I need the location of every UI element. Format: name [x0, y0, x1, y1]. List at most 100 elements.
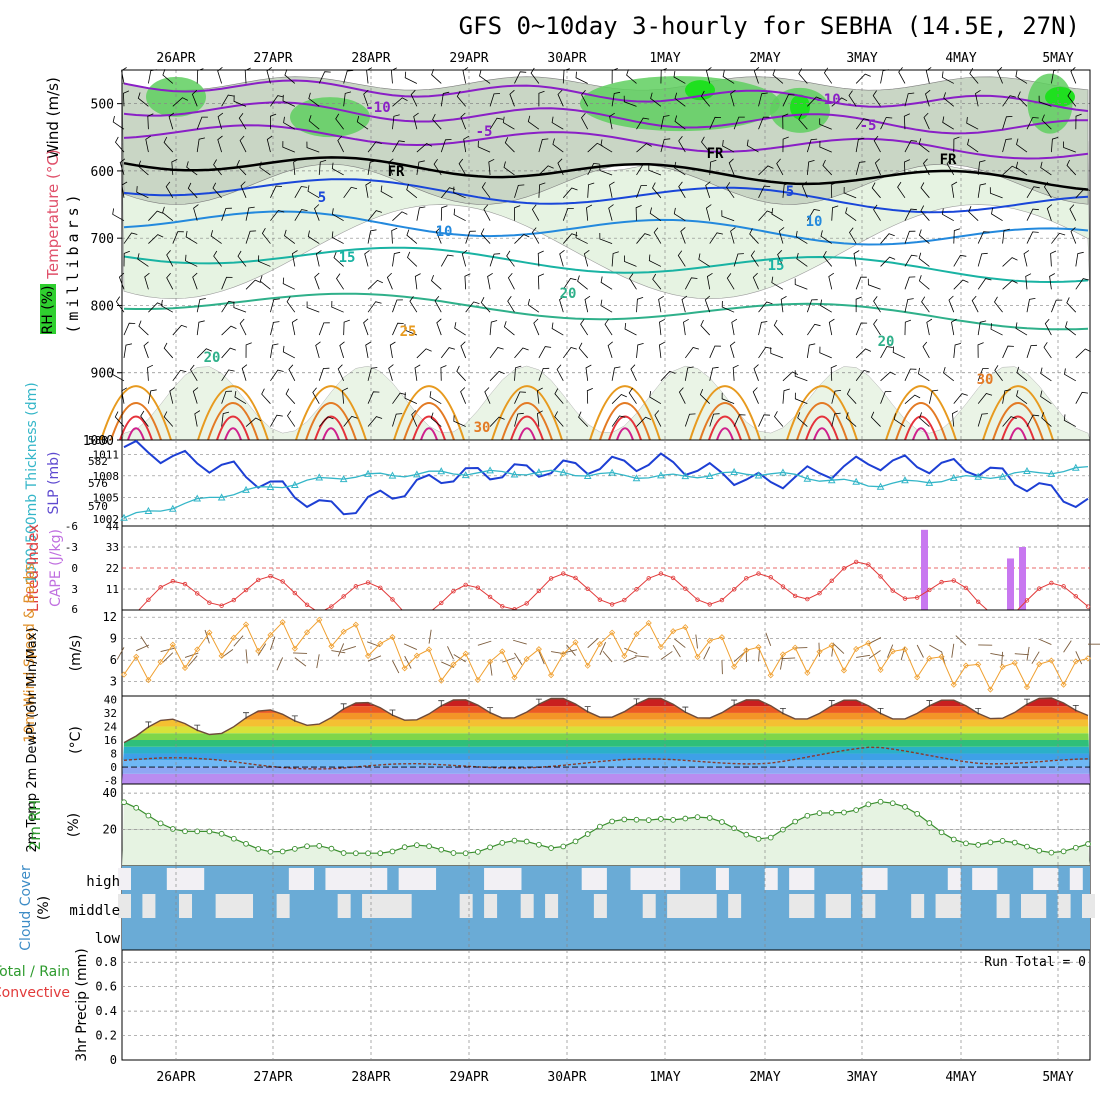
wind-barb — [461, 249, 468, 267]
wind-barb — [551, 116, 564, 130]
thickness-marker — [193, 494, 202, 502]
wind-barb — [266, 66, 273, 84]
ylabel-total-rain: Total / Rain — [0, 964, 70, 980]
wind-barb — [282, 277, 296, 290]
lifted-index-point — [304, 602, 310, 607]
contour-label: 5 — [318, 190, 326, 206]
rh-point — [914, 810, 921, 817]
wind-barb — [649, 391, 662, 405]
wind-barb — [1002, 165, 1018, 176]
wind-barb — [920, 205, 930, 221]
surface-wind-barb — [929, 644, 942, 653]
slp-thickness-panel: 588 582 576 570 1011 1008 1005 1002 1000-500mb … — [24, 382, 1091, 584]
wind-tick-label: 12 — [103, 610, 117, 624]
wind-barb — [115, 136, 125, 153]
wind-barb — [503, 321, 515, 336]
lifted-index-point — [646, 576, 651, 581]
wind-barb — [315, 341, 321, 359]
cloud-high-gap — [984, 868, 998, 890]
min-max-marker — [194, 724, 201, 732]
thickness-marker — [364, 469, 372, 477]
contour-label: FR — [388, 164, 405, 180]
wind-barb — [112, 368, 125, 382]
thickness-marker — [242, 485, 250, 493]
wind-barb — [660, 138, 671, 153]
rh-point — [267, 848, 274, 855]
temp-contour-35 — [1001, 415, 1035, 441]
wind-barb — [137, 92, 149, 107]
surface-wind-barb — [833, 643, 845, 654]
wind-barb — [904, 254, 918, 267]
cloud-middle-gap — [142, 894, 156, 918]
wind-barb — [1040, 390, 1052, 405]
wind-barb — [1049, 273, 1055, 290]
wind-barb — [773, 319, 784, 336]
wind-barb — [169, 387, 175, 404]
surface-wind-barb — [331, 650, 346, 654]
wind-barb — [1046, 204, 1053, 221]
wind-barb — [918, 229, 930, 244]
wind-barb — [460, 112, 467, 130]
wind-barb — [951, 181, 958, 198]
cloud-middle-gap — [667, 894, 681, 918]
surface-wind-barb — [1014, 653, 1029, 656]
wind-speed-point — [670, 628, 677, 635]
wind-barb — [843, 186, 857, 199]
thickness-marker — [583, 471, 592, 479]
temp-contour-35 — [119, 415, 153, 441]
rh-point — [304, 843, 310, 850]
wind-barb — [145, 135, 152, 153]
ylabel-wind-speed: 10m Wind Speed & Barbs — [22, 563, 38, 742]
wind-barb — [217, 66, 223, 84]
wind-barb — [678, 181, 686, 199]
wind-barb — [464, 273, 471, 290]
wind-barb — [758, 116, 770, 130]
bottom-date-label: 30APR — [547, 1070, 586, 1085]
wind-barb — [123, 343, 132, 358]
wind-barb — [148, 389, 157, 404]
wind-barb — [918, 138, 930, 153]
wind-barb — [221, 300, 235, 313]
surface-wind-barb — [951, 643, 955, 658]
wind-barb — [870, 411, 881, 427]
wind-speed-point — [413, 652, 420, 659]
rh-point — [279, 848, 286, 855]
surface-wind-barb — [916, 644, 924, 658]
wind-barb — [288, 364, 296, 381]
wind-barb — [794, 370, 808, 382]
cape-bar — [921, 529, 928, 610]
wind-barb — [404, 324, 418, 336]
wind-barb — [892, 346, 906, 359]
surface-wind-barb — [721, 660, 723, 675]
wind-barb — [460, 387, 467, 404]
wind-barb — [138, 160, 149, 176]
wind-barb — [514, 412, 524, 427]
temp-contour-30 — [403, 402, 455, 441]
wind-barb — [848, 90, 857, 107]
wind-barb — [1043, 181, 1052, 199]
lifted-index-point — [719, 597, 725, 603]
rh-point — [426, 843, 432, 850]
wind-barb — [806, 343, 816, 358]
temp-contour-25 — [982, 385, 1054, 441]
lifted-index-point — [536, 588, 542, 594]
cloud-high-gap — [862, 868, 876, 890]
wind-barb — [849, 227, 857, 244]
wind-barb — [953, 228, 961, 244]
ylabel-temp-panel: 2m Temp 2m DewPt (6hr Min/Max) — [25, 627, 40, 852]
wind-barb — [435, 227, 442, 244]
wind-barb — [409, 296, 418, 313]
wind-barb — [112, 116, 125, 130]
wind-barb — [392, 97, 408, 107]
contour-label: 20 — [204, 350, 221, 366]
wind-barb — [581, 112, 589, 130]
min-max-marker — [1072, 704, 1079, 712]
wind-barb — [845, 207, 857, 222]
wind-barb — [367, 391, 380, 404]
wind-barb — [797, 412, 808, 427]
wind-barb — [509, 89, 515, 107]
wind-barb — [925, 89, 931, 107]
wind-barb — [830, 365, 837, 381]
wind-speed-point — [743, 647, 750, 654]
ylabel-temp: Temperature (°C) — [44, 149, 62, 279]
